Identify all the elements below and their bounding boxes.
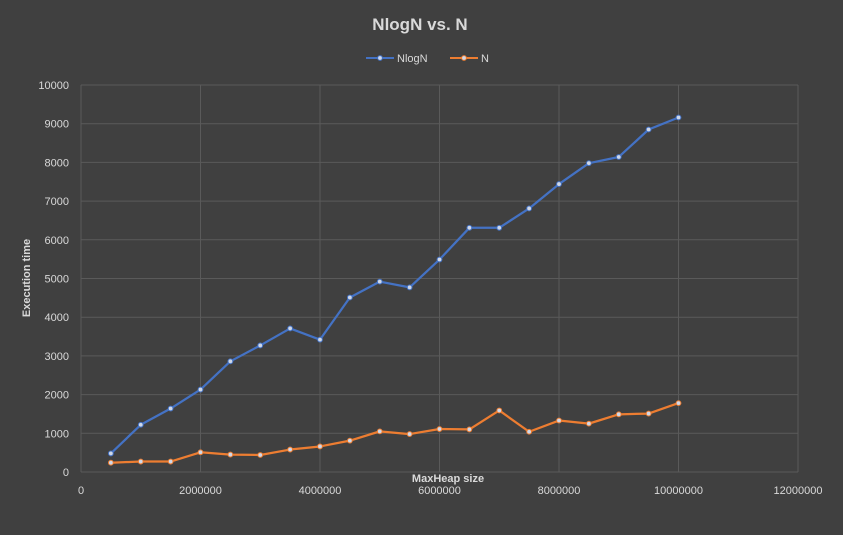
x-tick-label: 2000000 — [179, 485, 222, 497]
data-point — [645, 126, 652, 133]
series-nlogn — [107, 114, 682, 457]
x-tick-label: 12000000 — [774, 485, 823, 497]
y-tick-label: 5000 — [45, 274, 69, 286]
y-tick-label: 7000 — [45, 196, 69, 208]
data-point — [137, 458, 144, 465]
legend-item: N — [450, 53, 489, 65]
data-point — [227, 358, 234, 365]
x-tick-label: 10000000 — [654, 485, 703, 497]
y-tick-label: 4000 — [45, 312, 69, 324]
data-point — [645, 410, 652, 417]
data-point — [496, 407, 503, 414]
data-point — [615, 154, 622, 160]
data-point — [406, 284, 413, 291]
legend-label: N — [481, 53, 489, 65]
gridlines — [80, 84, 799, 473]
data-point — [137, 421, 144, 428]
data-point — [556, 417, 562, 424]
y-tick-label: 1000 — [45, 428, 69, 440]
data-point — [287, 325, 294, 332]
data-point — [436, 256, 443, 263]
legend-marker — [377, 55, 383, 61]
data-point — [615, 411, 622, 418]
data-point — [526, 428, 533, 435]
legend: NlogN N — [366, 53, 489, 65]
data-point — [167, 458, 174, 465]
data-point — [257, 452, 264, 458]
y-tick-label: 0 — [63, 467, 69, 479]
y-tick-label: 6000 — [45, 235, 69, 247]
data-point — [197, 386, 204, 393]
y-tick-label: 8000 — [45, 157, 69, 169]
data-point — [585, 160, 592, 167]
data-point — [406, 431, 413, 437]
x-tick-label: 6000000 — [418, 485, 461, 497]
data-point — [556, 181, 562, 187]
x-tick-label: 8000000 — [538, 485, 581, 497]
data-point — [675, 400, 682, 407]
data-point — [466, 224, 473, 231]
y-tick-label: 2000 — [45, 390, 69, 402]
legend-item: NlogN — [366, 53, 428, 65]
legend-label: NlogN — [397, 53, 428, 65]
x-tick-label: 4000000 — [299, 485, 342, 497]
data-point — [107, 450, 114, 457]
series-n — [107, 400, 682, 466]
data-point — [227, 451, 234, 458]
y-axis-ticks: 0 1000 2000 3000 4000 5000 6000 7000 8000 9000 100… — [38, 80, 69, 479]
data-point — [107, 459, 114, 466]
x-axis-title: MaxHeap size — [412, 473, 484, 485]
data-point — [436, 426, 443, 432]
data-point — [585, 420, 592, 427]
data-point — [346, 437, 353, 444]
data-point — [346, 294, 353, 301]
series-layer — [107, 114, 682, 466]
data-point — [317, 336, 323, 343]
y-axis-title: Execution time — [21, 239, 33, 317]
y-tick-label: 3000 — [45, 351, 69, 363]
chart-title: NlogN vs. N — [372, 15, 467, 34]
series-line — [110, 402, 679, 464]
data-point — [466, 426, 473, 433]
data-point — [376, 278, 383, 285]
x-tick-label: 0 — [78, 485, 84, 497]
y-tick-label: 9000 — [45, 119, 69, 131]
x-axis-ticks: 0 2000000 4000000 6000000 8000000 10000000 120… — [78, 485, 823, 497]
series-line — [110, 116, 679, 455]
data-point — [257, 342, 264, 349]
data-point — [496, 224, 503, 231]
data-point — [376, 428, 383, 435]
legend-marker — [461, 55, 467, 61]
data-point — [287, 446, 294, 453]
data-point — [197, 449, 204, 456]
y-tick-label: 10000 — [38, 80, 69, 92]
data-point — [675, 114, 682, 121]
data-point — [167, 405, 174, 412]
data-point — [526, 205, 533, 212]
data-point — [317, 443, 323, 450]
